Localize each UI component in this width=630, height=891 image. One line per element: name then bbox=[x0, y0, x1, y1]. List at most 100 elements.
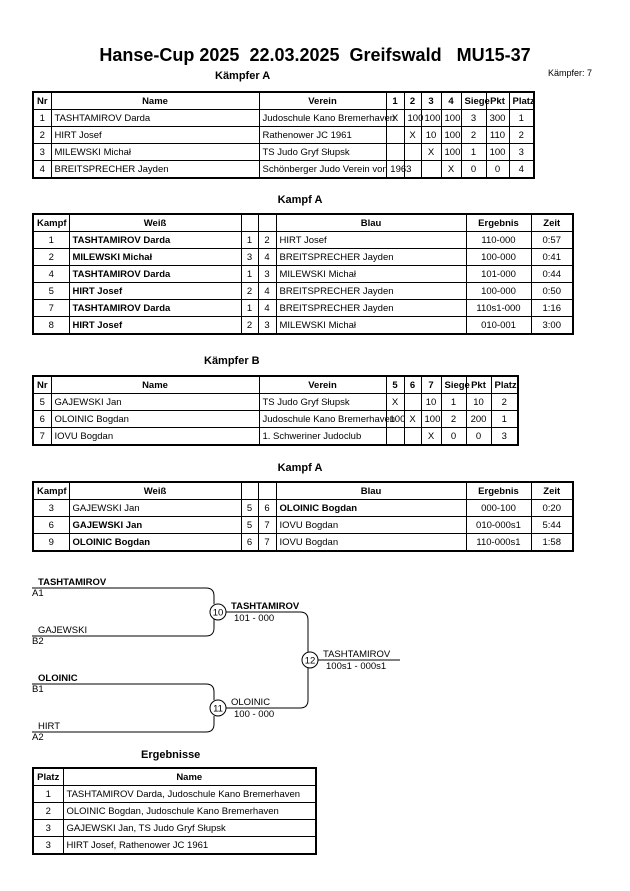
cell: 8 bbox=[32, 316, 70, 335]
row: 6 OLOINIC Bogdan Judoschule Kano Bremerhav… bbox=[32, 410, 519, 428]
header-cell bbox=[257, 481, 277, 500]
cell: 1 bbox=[32, 231, 70, 249]
cell: 2 bbox=[32, 802, 64, 820]
cell: TASHTAMIROV Darda bbox=[68, 231, 242, 249]
cell: HIRT Josef bbox=[50, 126, 260, 144]
cell: MILEWSKI Michał bbox=[275, 316, 467, 335]
cell: Judoschule Kano Bremerhaven bbox=[258, 109, 395, 127]
cell: 100 bbox=[440, 109, 462, 127]
entry-seed: A2 bbox=[32, 732, 44, 743]
cell: 110 bbox=[485, 126, 510, 144]
cell: IOVU Bogdan bbox=[275, 516, 467, 534]
cell: 1:16 bbox=[530, 299, 574, 317]
row: 1 TASHTAMIROV Darda 1 2 HIRT Josef 110-000 0:5… bbox=[32, 231, 574, 249]
header-cell: Zeit bbox=[530, 481, 574, 500]
row: 5 HIRT Josef 2 4 BREITSPRECHER Jayden 100-000… bbox=[32, 282, 574, 300]
cell: 1 bbox=[490, 410, 519, 428]
cell: 4 bbox=[32, 265, 70, 283]
row: 3 HIRT Josef, Rathenower JC 1961 bbox=[32, 836, 317, 855]
cell: 100 bbox=[385, 410, 405, 428]
section-title: Kämpfer B bbox=[204, 355, 260, 367]
cell: 6 bbox=[32, 516, 70, 534]
cell: 4 bbox=[257, 248, 277, 266]
header-cell: 1 bbox=[385, 91, 405, 110]
entry-name: HIRT bbox=[38, 721, 60, 732]
cell bbox=[420, 160, 442, 179]
header-cell: Name bbox=[50, 375, 260, 394]
entry-name: TASHTAMIROV bbox=[38, 577, 107, 588]
header-row: Kampf Weiß Blau Ergebnis Zeit bbox=[32, 481, 574, 500]
cell: 1 bbox=[460, 143, 487, 161]
cell: MILEWSKI Michał bbox=[50, 143, 260, 161]
row: 4 TASHTAMIROV Darda 1 3 MILEWSKI Michał 101-0… bbox=[32, 265, 574, 283]
table: Kampf Weiß Blau Ergebnis Zeit 1 TASHTAMIROV Da… bbox=[32, 213, 574, 335]
cell: 4 bbox=[508, 160, 535, 179]
cell: 2 bbox=[32, 126, 52, 144]
cell: BREITSPRECHER Jayden bbox=[50, 160, 260, 179]
cell: 3 bbox=[257, 316, 277, 335]
cell: 6 bbox=[257, 499, 277, 517]
cell: OLOINIC Bogdan bbox=[68, 533, 242, 552]
bracket-line bbox=[226, 668, 309, 709]
cell: 2 bbox=[257, 231, 277, 249]
header-cell: Siege bbox=[440, 375, 470, 394]
fight-number: 12 bbox=[305, 656, 316, 667]
fight-circle bbox=[301, 651, 319, 669]
cell: 3:00 bbox=[530, 316, 574, 335]
row: 3 MILEWSKI Michał TS Judo Gryf Słupsk X 100 1… bbox=[32, 143, 535, 161]
header-cell: 6 bbox=[403, 375, 422, 394]
cell: 5 bbox=[240, 499, 259, 517]
cell: BREITSPRECHER Jayden bbox=[275, 282, 467, 300]
cell: 4 bbox=[32, 160, 52, 179]
cell: 100-000 bbox=[465, 282, 532, 300]
cell: 0 bbox=[485, 160, 510, 179]
cell: X bbox=[403, 410, 422, 428]
cell: 10 bbox=[420, 393, 442, 411]
cell: 000-100 bbox=[465, 499, 532, 517]
cell: TS Judo Gryf Słupsk bbox=[258, 393, 387, 411]
fight-circle bbox=[209, 603, 227, 621]
header-cell: Weiß bbox=[68, 213, 242, 232]
header-cell bbox=[240, 213, 259, 232]
section-title: Kampf A bbox=[277, 194, 323, 206]
fighter-count: Kämpfer: 7 bbox=[548, 68, 593, 78]
fight-score: 101 - 000 bbox=[234, 613, 274, 624]
header-cell: Verein bbox=[258, 375, 387, 394]
header-row: Platz Name bbox=[32, 767, 317, 786]
fight-winner: TASHTAMIROV bbox=[323, 649, 391, 660]
header-cell: Verein bbox=[258, 91, 387, 110]
header-cell bbox=[257, 213, 277, 232]
cell: 3 bbox=[240, 248, 259, 266]
cell: 100-000 bbox=[465, 248, 532, 266]
cell: Rathenower JC 1961 bbox=[258, 126, 387, 144]
cell: OLOINIC Bogdan bbox=[50, 410, 260, 428]
header-cell: Name bbox=[50, 91, 260, 110]
cell: 0:50 bbox=[530, 282, 574, 300]
header-cell: Platz bbox=[508, 91, 535, 110]
cell: 3 bbox=[32, 143, 52, 161]
cell: BREITSPRECHER Jayden bbox=[275, 299, 467, 317]
cell bbox=[385, 143, 405, 161]
fight-score: 100s1 - 000s1 bbox=[326, 661, 386, 672]
cell: TASHTAMIROV Darda bbox=[68, 299, 242, 317]
cell: GAJEWSKI Jan, TS Judo Gryf Słupsk bbox=[62, 819, 317, 837]
bracket-line bbox=[32, 587, 215, 604]
row: 4 BREITSPRECHER Jayden Schönberger Judo Ve… bbox=[32, 160, 535, 179]
cell: 6 bbox=[240, 533, 259, 552]
cell: 010-000s1 bbox=[465, 516, 532, 534]
cell: 2 bbox=[490, 393, 519, 411]
cell: 10 bbox=[420, 126, 442, 144]
cell: OLOINIC Bogdan, Judoschule Kano Bremerha… bbox=[62, 802, 317, 820]
row: 9 OLOINIC Bogdan 6 7 IOVU Bogdan 110-000s1 1:5… bbox=[32, 533, 574, 552]
section-title: Kämpfer A bbox=[215, 70, 271, 82]
cell: 1:58 bbox=[530, 533, 574, 552]
cell: 010-001 bbox=[465, 316, 532, 335]
header-cell: 7 bbox=[420, 375, 442, 394]
cell: X bbox=[403, 126, 422, 144]
cell: 100 bbox=[403, 109, 423, 127]
header-cell: Kampf bbox=[32, 481, 70, 500]
cell: GAJEWSKI Jan bbox=[68, 499, 242, 517]
cell bbox=[403, 427, 422, 446]
cell: 2 bbox=[32, 248, 70, 266]
